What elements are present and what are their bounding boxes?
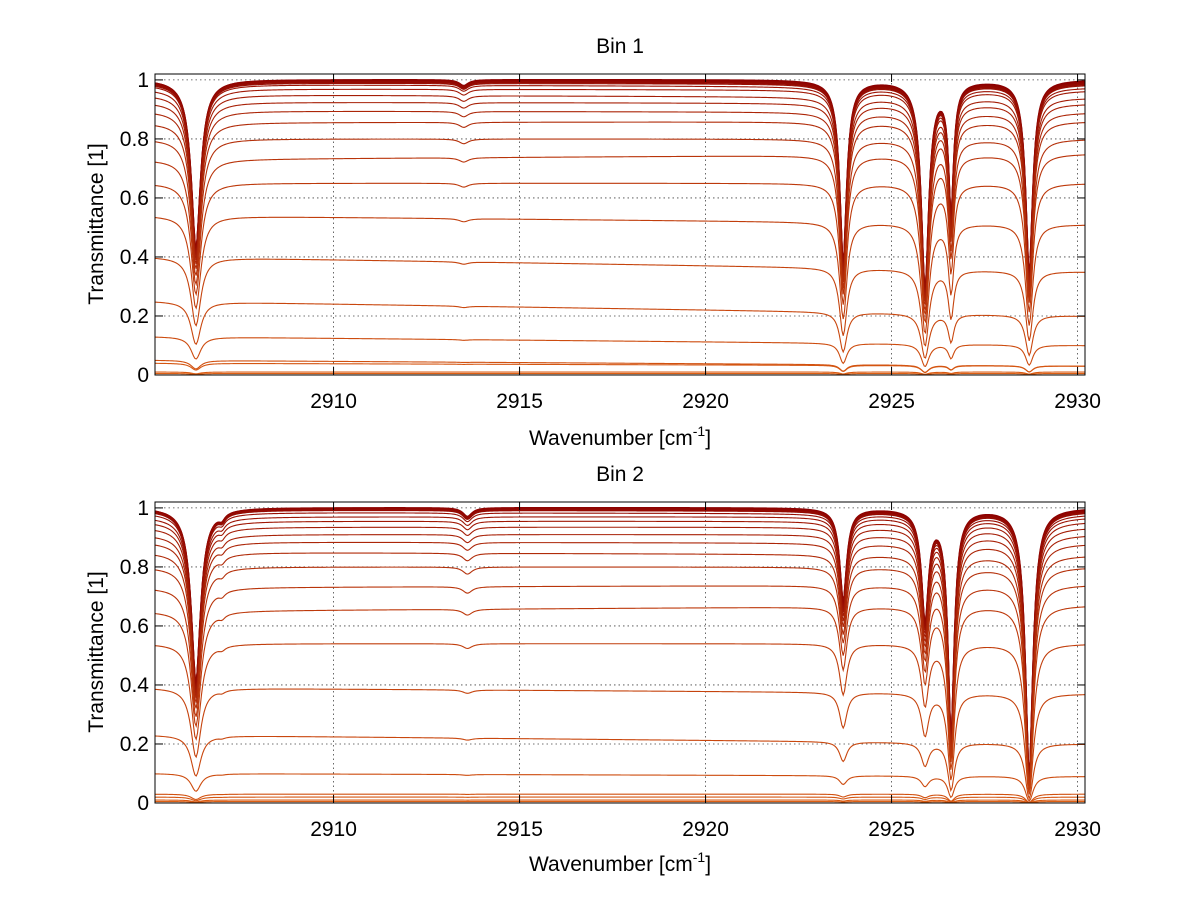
- spectrum-line: [154, 552, 1086, 784]
- spectrum-line: [154, 773, 1086, 802]
- x-tick-label: 2910: [310, 390, 357, 413]
- spectrum-line: [154, 301, 1086, 359]
- y-tick-label: 0.2: [120, 733, 149, 756]
- spectrum-line: [154, 796, 1085, 804]
- x-tick-label: 2920: [682, 818, 729, 841]
- panel-bin-1: Bin 1 2910 2915 2920 2925 2930 0 0.2 0.4 0.6 0.8…: [85, 35, 1101, 450]
- spectrum-line: [154, 79, 1086, 294]
- plot-frame: [154, 501, 1086, 804]
- y-tick-label: 0.6: [120, 187, 149, 210]
- spectrum-line: [154, 257, 1085, 347]
- x-axis-ticks: 2910 2915 2920 2925 2930: [310, 502, 1101, 841]
- x-tick-label: 2930: [1054, 390, 1101, 413]
- y-axis-ticks: 0 0.2 0.4 0.6 0.8 1: [120, 497, 1085, 815]
- y-tick-label: 0.8: [120, 556, 149, 579]
- y-axis-label: Transmittance [1]: [85, 571, 108, 732]
- spectrum-line: [155, 799, 1085, 804]
- spectrum-line: [154, 182, 1086, 324]
- spectrum-line: [154, 359, 1086, 373]
- y-tick-label: 0.4: [120, 246, 150, 269]
- x-axis-label: Wavenumber [cm-1]: [529, 849, 711, 876]
- x-tick-label: 2915: [496, 818, 543, 841]
- x-tick-label: 2910: [310, 818, 357, 841]
- x-tick-label: 2925: [868, 818, 915, 841]
- chart-title: Bin 2: [596, 463, 644, 486]
- spectrum-line: [154, 541, 1086, 784]
- x-tick-label: 2915: [496, 390, 543, 413]
- x-tick-label: 2925: [868, 390, 915, 413]
- spectrum-line: [154, 566, 1086, 785]
- x-tick-label: 2930: [1054, 818, 1101, 841]
- spectrum-line: [154, 643, 1086, 791]
- y-tick-label: 0.4: [120, 674, 150, 697]
- spectrum-line: [155, 800, 1085, 804]
- spectra: [154, 506, 1086, 804]
- y-tick-label: 0: [137, 364, 149, 387]
- grid: [155, 74, 1085, 376]
- y-axis-label: Transmittance [1]: [85, 143, 108, 304]
- y-tick-label: 1: [137, 69, 149, 92]
- y-tick-label: 0.8: [120, 128, 149, 151]
- y-tick-label: 1: [137, 497, 149, 520]
- spectrum-line: [154, 216, 1086, 335]
- y-tick-label: 0: [137, 792, 149, 815]
- spectrum-line: [154, 735, 1086, 801]
- x-tick-label: 2920: [682, 390, 729, 413]
- spectrum-line: [154, 526, 1086, 782]
- spectrum-line: [154, 606, 1086, 788]
- panel-bin-2: Bin 2 2910 2915 2920 2925 2930 0 0.2 0.4 0.6 0.8…: [85, 463, 1101, 876]
- spectrum-line: [154, 793, 1085, 803]
- spectrum-line: [154, 336, 1086, 368]
- spectrum-line: [154, 121, 1086, 305]
- spectrum-line: [154, 688, 1086, 795]
- plot-frame: [154, 73, 1086, 376]
- spectrum-line: [155, 372, 1085, 376]
- x-axis-ticks: 2910 2915 2920 2925 2930: [310, 74, 1101, 413]
- spectrum-line: [154, 362, 1086, 373]
- spectrum-line: [154, 371, 1085, 375]
- y-axis-ticks: 0 0.2 0.4 0.6 0.8 1: [120, 69, 1085, 387]
- spectrum-line: [154, 138, 1086, 312]
- spectra: [154, 78, 1086, 376]
- spectrum-line: [154, 585, 1086, 787]
- x-axis-label: Wavenumber [cm-1]: [529, 423, 711, 450]
- spectrum-line: [154, 534, 1086, 783]
- spectrum-line: [154, 154, 1086, 316]
- y-tick-label: 0.2: [120, 305, 149, 328]
- chart-title: Bin 1: [596, 35, 644, 58]
- y-tick-label: 0.6: [120, 615, 149, 638]
